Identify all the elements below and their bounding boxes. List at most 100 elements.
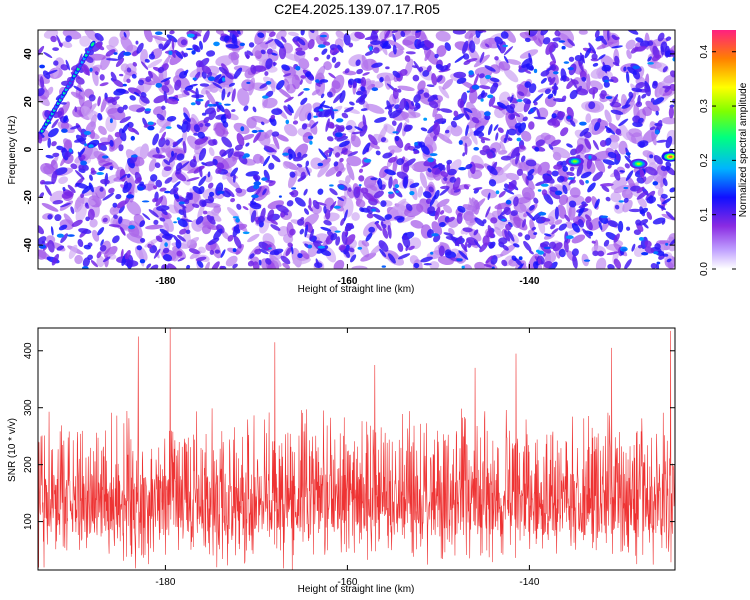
spectrogram-cell bbox=[443, 176, 448, 182]
spectrogram-cell bbox=[660, 165, 667, 172]
spectrogram-cell bbox=[102, 256, 111, 263]
spectrogram-cell bbox=[561, 45, 566, 50]
spectrogram-cell bbox=[315, 258, 320, 269]
spectrogram-cell bbox=[214, 122, 226, 137]
spectrogram-cell bbox=[77, 151, 82, 158]
spectrogram-cell bbox=[488, 124, 493, 136]
spectrogram-cell bbox=[80, 160, 87, 166]
spectrogram-cell bbox=[71, 219, 83, 228]
spectrogram-cell bbox=[382, 227, 389, 239]
spectrogram-cell bbox=[147, 243, 153, 249]
spectrogram-cell bbox=[360, 252, 377, 262]
spectrogram-cell bbox=[379, 248, 387, 258]
spectrogram-cell bbox=[113, 214, 118, 219]
spectrogram-cell bbox=[212, 103, 217, 107]
spectrogram-cell bbox=[630, 91, 637, 103]
spectrogram-cell bbox=[99, 82, 109, 87]
spectrogram-cell bbox=[668, 233, 675, 245]
spectrogram-cell bbox=[563, 61, 570, 64]
spectrogram-cell bbox=[265, 38, 274, 45]
spectrogram-cell bbox=[257, 129, 265, 133]
spectrogram-cell bbox=[85, 216, 90, 222]
spectrogram-cell bbox=[320, 93, 325, 99]
spectrogram-cell bbox=[80, 193, 85, 198]
spectrogram-cell bbox=[112, 202, 118, 208]
spectrogram-cell bbox=[265, 258, 272, 265]
spectrogram-cell bbox=[436, 108, 441, 111]
spectrogram-cell bbox=[533, 197, 539, 204]
tick-label: 0.1 bbox=[699, 207, 710, 221]
spectrogram-cell bbox=[159, 117, 174, 134]
spectrogram-cell bbox=[121, 123, 130, 134]
spectrogram-cell bbox=[320, 34, 327, 38]
spectrogram-cell bbox=[158, 137, 166, 148]
spectrogram-cell bbox=[532, 93, 544, 103]
spectrogram-cell bbox=[473, 239, 482, 250]
spectrogram-cell bbox=[457, 98, 465, 109]
spectrogram-cell bbox=[195, 60, 203, 68]
spectrogram-cell bbox=[631, 87, 643, 93]
spectrogram-cell bbox=[400, 30, 406, 38]
spectrogram-cell bbox=[159, 228, 170, 237]
spectrogram-cell bbox=[567, 38, 575, 47]
spectrogram-cell bbox=[473, 73, 479, 87]
spectrogram-cell bbox=[38, 236, 47, 246]
spectrogram-cell bbox=[605, 196, 611, 202]
spectrogram-cell bbox=[260, 207, 266, 221]
spectrogram-cell bbox=[518, 162, 530, 171]
spectrogram-cell bbox=[54, 214, 62, 222]
spectrogram-cell bbox=[159, 217, 166, 222]
spectrogram-cell bbox=[413, 262, 420, 269]
spectrogram-cell bbox=[347, 187, 352, 192]
spectrogram-cell bbox=[623, 197, 629, 203]
spectrogram-cell bbox=[281, 36, 287, 43]
spectrogram-cell bbox=[363, 158, 372, 163]
spectrogram-cell bbox=[355, 198, 366, 208]
spectrogram-cell bbox=[487, 151, 493, 159]
spectrogram-cell bbox=[389, 109, 402, 119]
spectrogram-cell bbox=[623, 186, 629, 190]
spectrogram-cell bbox=[60, 121, 70, 130]
spectrogram-cell bbox=[248, 42, 255, 48]
spectrogram-cell bbox=[333, 92, 343, 104]
spectrogram-cell bbox=[493, 124, 499, 131]
spectrogram-cell bbox=[94, 71, 99, 76]
spectrogram-cell bbox=[578, 30, 588, 35]
spectrogram-cell bbox=[550, 224, 556, 230]
spectrogram-cell bbox=[38, 224, 45, 235]
spectrogram-cell bbox=[64, 151, 72, 158]
spectrogram-cell bbox=[251, 115, 270, 124]
spectrogram-cell bbox=[302, 131, 313, 144]
spectrogram-cell bbox=[594, 158, 606, 173]
spectrogram-cell bbox=[503, 55, 509, 64]
spectrogram-cell bbox=[88, 144, 94, 148]
spectrogram-cell bbox=[227, 91, 231, 98]
spectrogram-cell bbox=[622, 199, 633, 213]
spectrogram-cell bbox=[176, 250, 183, 257]
spectrogram-cell bbox=[538, 212, 547, 216]
spectrogram-cell bbox=[337, 196, 345, 202]
spectrogram-cell bbox=[183, 112, 190, 122]
spectrogram-cell bbox=[286, 200, 294, 207]
spectrogram-cell bbox=[206, 214, 216, 225]
spectrogram-cell bbox=[98, 125, 107, 136]
spectrogram-cell bbox=[130, 135, 135, 141]
spectrogram-cell bbox=[192, 203, 200, 208]
spectrogram-cells bbox=[38, 30, 675, 269]
spectrogram-cell bbox=[439, 221, 446, 228]
spectrogram-cell bbox=[435, 30, 451, 42]
spectrogram-cell bbox=[428, 100, 439, 109]
spectrogram-cell bbox=[531, 226, 536, 231]
spectrogram-cell bbox=[505, 129, 509, 142]
spectrogram-cell bbox=[527, 168, 535, 176]
spectrogram-cell bbox=[178, 203, 187, 209]
spectrogram-cell bbox=[287, 31, 299, 37]
spectrogram-cell bbox=[269, 254, 282, 267]
spectrogram-cell bbox=[366, 205, 373, 215]
spectrogram-cell bbox=[152, 154, 166, 159]
spectrogram-cell bbox=[509, 113, 516, 120]
spectrogram-cell bbox=[165, 139, 170, 146]
spectrogram-cell bbox=[392, 131, 399, 134]
spectrogram-cell bbox=[86, 147, 99, 160]
spectrogram-cell bbox=[174, 79, 182, 91]
